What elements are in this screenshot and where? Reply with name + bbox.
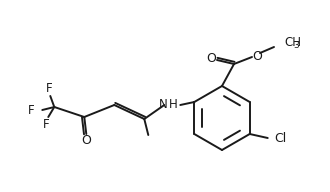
Text: O: O	[82, 135, 91, 147]
Text: CH: CH	[284, 36, 301, 49]
Text: O: O	[206, 51, 216, 65]
Text: O: O	[252, 50, 262, 63]
Text: Cl: Cl	[275, 132, 287, 145]
Text: F: F	[43, 118, 49, 131]
Text: H: H	[169, 98, 178, 112]
Text: F: F	[46, 81, 52, 94]
Text: N: N	[158, 98, 167, 112]
Text: F: F	[28, 103, 34, 117]
Text: 3: 3	[293, 41, 299, 50]
